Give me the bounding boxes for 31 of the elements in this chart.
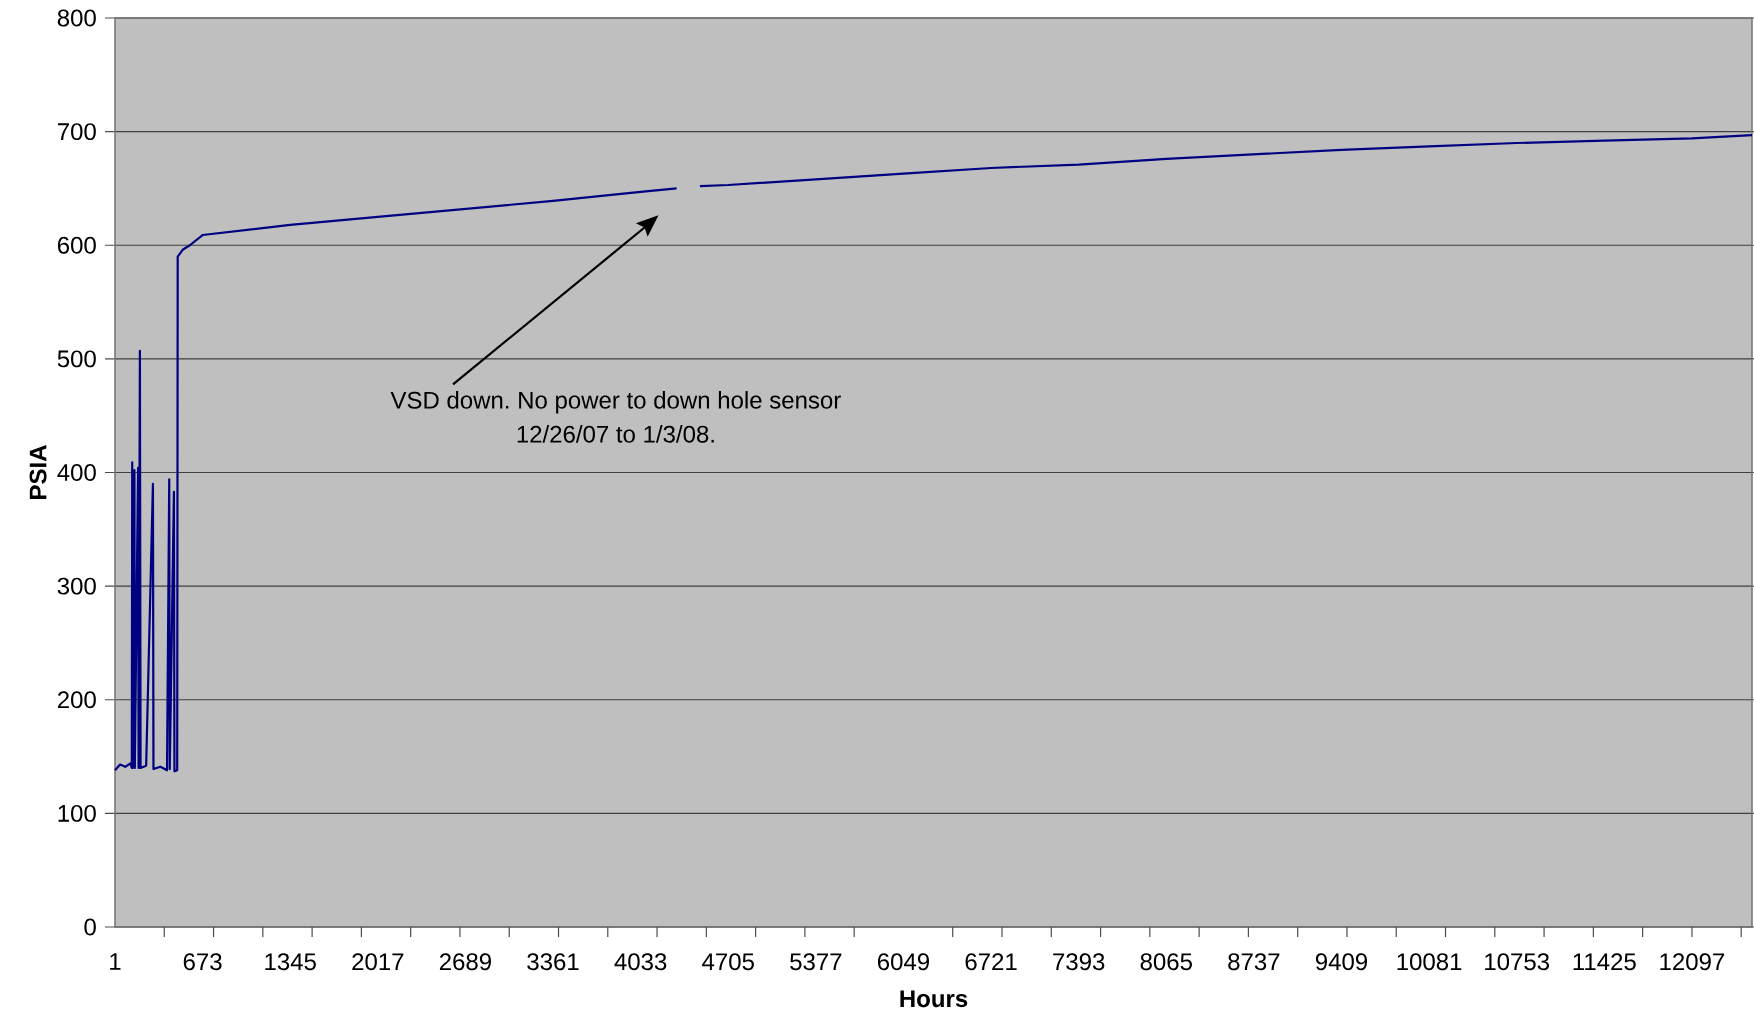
x-tick-label: 5377 (790, 953, 842, 971)
x-tick-label: 10081 (1397, 953, 1462, 971)
x-tick-label: 7393 (1053, 953, 1105, 971)
x-tick-label: 8065 (1140, 953, 1192, 971)
y-tick-label: 500 (57, 350, 96, 368)
x-axis-title: Hours (900, 990, 968, 1008)
y-tick-label: 800 (57, 9, 96, 27)
y-tick-label: 600 (57, 236, 96, 254)
x-tick-label: 3361 (527, 953, 579, 971)
x-tick-label: 1345 (265, 953, 316, 971)
x-tick-label: 2017 (352, 953, 404, 971)
y-tick-label: 400 (57, 464, 96, 481)
y-axis-title: PSIA (29, 445, 47, 499)
y-tick-label: 100 (58, 804, 96, 822)
x-tick-label: 1 (110, 953, 121, 970)
x-tick-label: 4033 (614, 953, 667, 971)
y-tick-label: 300 (57, 577, 96, 595)
x-tick-label: 8737 (1228, 953, 1280, 971)
x-tick-label: 673 (183, 953, 222, 971)
x-tick-label: 6721 (965, 953, 1017, 971)
y-tick-label: 700 (57, 123, 96, 141)
x-tick-label: 6049 (877, 953, 929, 971)
x-tick-label: 4705 (702, 953, 754, 971)
x-tick-label: 2689 (439, 953, 491, 971)
y-tick-label: 0 (84, 918, 96, 936)
annotation: VSD down. No power to down hole sensor 12/26/07 to 1/3/08. (390, 391, 841, 443)
x-tick-label: 10753 (1485, 953, 1549, 971)
x-tick-label: 9409 (1315, 953, 1368, 971)
y-tick-label: 200 (57, 691, 96, 709)
x-tick-label: 11425 (1573, 953, 1636, 971)
x-tick-label: 12097 (1660, 953, 1725, 971)
